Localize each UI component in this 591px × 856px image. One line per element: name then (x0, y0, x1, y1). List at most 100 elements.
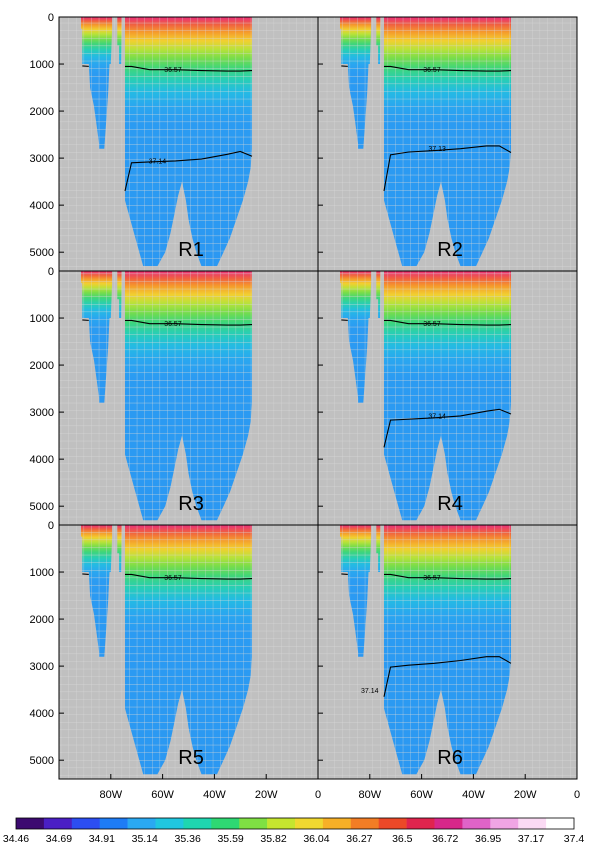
x-tick-label: 40W (203, 789, 226, 801)
panel-r6: 36.57 37.14 (317, 524, 578, 780)
y-tick-label: 5000 (30, 755, 54, 767)
colorbar-swatch (378, 818, 407, 829)
panel-label: R1 (178, 239, 204, 261)
contour-line-37-13 (383, 145, 512, 192)
x-tick-label: 40W (462, 789, 485, 801)
labels-layer: R1 R2 R3 R4 R5 R6 0 1000 2000 3000 4000 5000 0 1000 20… (30, 12, 581, 801)
contour-line-37-14 (124, 150, 253, 192)
y-tick-label: 4000 (30, 200, 54, 212)
panel-label: R4 (437, 493, 463, 515)
colorbar-swatch (518, 818, 547, 829)
colorbar-label: 36.72 (432, 833, 458, 845)
colorbar-label: 36.27 (346, 833, 372, 845)
panel-label: R3 (178, 493, 204, 515)
x-tick-label: 0 (315, 789, 321, 801)
panel-r4: 36.57 37.14 (317, 270, 578, 526)
contour-label: 36.57 (423, 67, 441, 74)
x-tick-label: 0 (574, 789, 580, 801)
colorbar-label: 36.04 (303, 833, 329, 845)
contour-label: 36.57 (164, 575, 182, 582)
y-tick-label: 3000 (30, 407, 54, 419)
contour-line-36-57 (341, 319, 512, 326)
grid-overlay (318, 271, 577, 525)
contour-line-36-57 (82, 319, 253, 326)
colorbar-label: 34.69 (46, 833, 72, 845)
colorbar-swatch (322, 818, 352, 829)
colorbar-label: 34.46 (3, 833, 29, 845)
contour-label: 37.13 (428, 146, 446, 153)
panel-label: R6 (437, 747, 463, 769)
contour-line-36-57 (341, 65, 512, 72)
colorbar-swatch (462, 818, 491, 829)
panel-label: R2 (437, 239, 463, 261)
panel-r3: 36.57 (58, 270, 319, 526)
panel-r1: 36.57 37.14 (58, 16, 319, 272)
y-tick-label: 4000 (30, 454, 54, 466)
x-tick-label: 20W (514, 789, 537, 801)
contour-label: 37.14 (361, 688, 379, 695)
colorbar-label: 35.59 (217, 833, 243, 845)
colorbar-swatch (406, 818, 435, 829)
contour-label: 37.14 (428, 413, 446, 420)
colorbar-swatch (295, 818, 324, 829)
y-tick-label: 0 (48, 520, 54, 532)
colorbar-swatch (16, 818, 45, 829)
colorbar-swatch (350, 818, 379, 829)
x-tick-label: 80W (358, 789, 381, 801)
colorbar-swatch (99, 818, 128, 829)
colorbar-label: 37.17 (518, 833, 544, 845)
y-tick-label: 0 (48, 266, 54, 278)
colorbar-swatch (127, 818, 156, 829)
x-tick-label: 60W (151, 789, 174, 801)
y-tick-label: 2000 (30, 106, 54, 118)
grid-overlay (59, 17, 318, 271)
y-tick-label: 5000 (30, 247, 54, 259)
contour-line-36-57 (82, 65, 253, 72)
colorbar-swatch (155, 818, 184, 829)
colorbar-label: 35.82 (260, 833, 286, 845)
panel-frame (317, 524, 578, 780)
panel-label: R5 (178, 747, 204, 769)
colorbar-swatch (434, 818, 463, 829)
contour-label: 36.57 (423, 575, 441, 582)
y-tick-label: 5000 (30, 501, 54, 513)
panel-r2: 36.57 37.13 (317, 16, 578, 272)
colorbar-label: 34.91 (89, 833, 115, 845)
y-tick-label: 0 (48, 12, 54, 24)
contour-line-37-14 (383, 408, 512, 448)
y-tick-label: 3000 (30, 661, 54, 673)
y-tick-label: 3000 (30, 153, 54, 165)
contour-label: 36.57 (423, 321, 441, 328)
x-tick-label: 80W (99, 789, 122, 801)
colorbar-swatch (546, 818, 575, 829)
colorbar-frame (15, 817, 575, 830)
contour-line-36-57 (341, 573, 512, 580)
y-tick-label: 1000 (30, 567, 54, 579)
grid-overlay (59, 271, 318, 525)
y-tick-label: 4000 (30, 708, 54, 720)
y-tick-label: 2000 (30, 614, 54, 626)
grid-overlay (318, 17, 577, 271)
contour-label: 36.57 (164, 321, 182, 328)
colorbar-label: 36.5 (392, 833, 413, 845)
colorbar-label: 37.4 (564, 833, 585, 845)
x-tick-label: 20W (255, 789, 278, 801)
contour-label: 37.14 (149, 158, 167, 165)
colorbar-swatch (43, 818, 73, 829)
colorbar-swatch (239, 818, 268, 829)
contour-line-37-14 (383, 656, 512, 697)
colorbar-label: 36.95 (475, 833, 501, 845)
colorbar-swatch (490, 818, 519, 829)
colorbar-label: 35.36 (175, 833, 201, 845)
colorbar-swatch (211, 818, 240, 829)
panel-r5: 36.57 (58, 524, 319, 780)
x-tick-label: 60W (410, 789, 433, 801)
colorbar-swatch (183, 818, 212, 829)
grid-overlay (59, 525, 318, 779)
colorbar-swatch (267, 818, 296, 829)
colorbar-swatch (71, 818, 100, 829)
colorbar: 34.46 34.69 34.91 35.14 35.36 35.59 35.82 36.04… (3, 817, 585, 845)
contour-line-36-57 (82, 573, 253, 580)
